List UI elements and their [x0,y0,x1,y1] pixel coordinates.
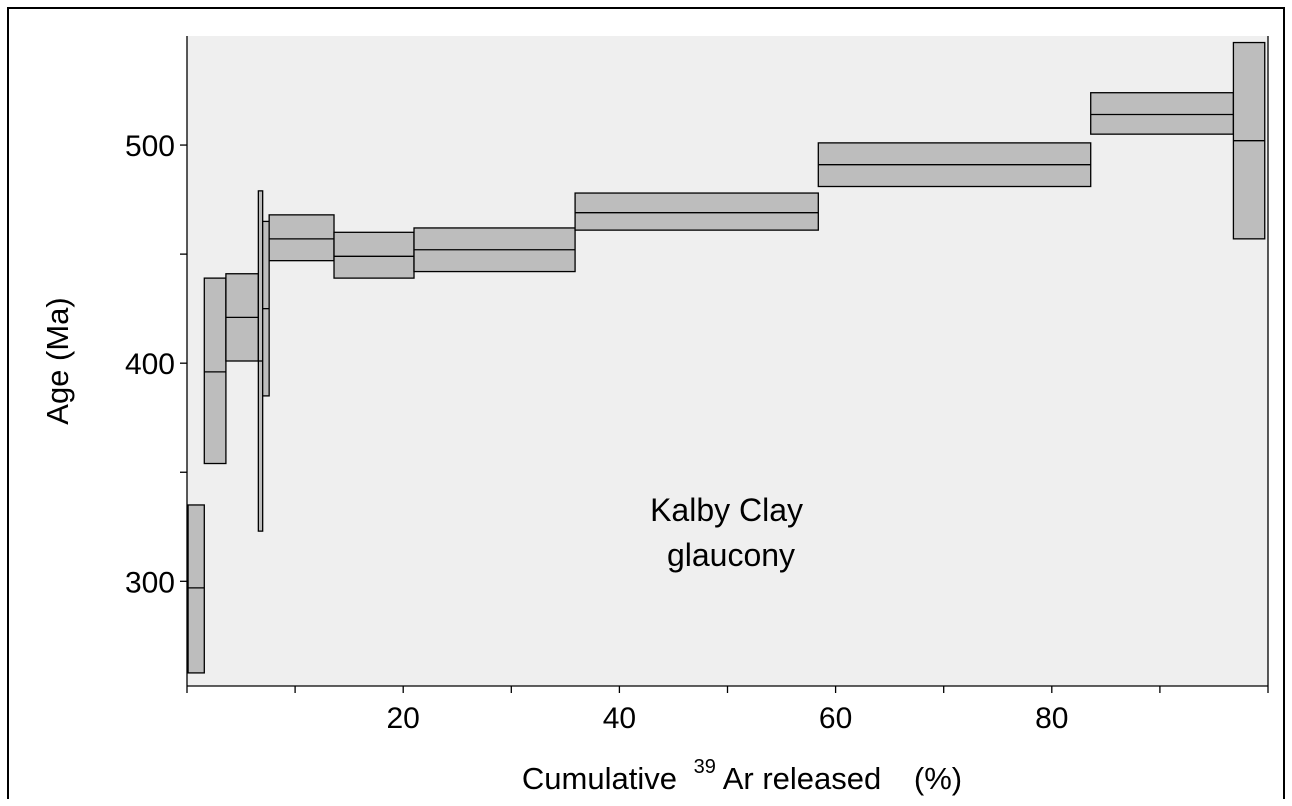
step-box-2 [203,277,227,465]
y-tick-label-300: 300 [125,566,175,599]
step-box-6 [268,214,335,262]
annotation-line-2: glaucony [667,537,795,573]
x-tick-label-60: 60 [819,702,852,735]
step-box-7 [333,231,415,279]
y-tick-label-400: 400 [125,348,175,381]
y-tick-label-500: 500 [125,130,175,163]
y-axis-title: Age (Ma) [40,297,75,424]
sample-annotation: Kalby Clay glaucony [650,492,812,573]
x-tick-label-20: 20 [387,702,420,735]
step-box-1 [187,504,205,674]
axes [180,36,1269,693]
x-axis-title-prefix: Cumulative [522,761,677,796]
step-boxes [187,41,1266,674]
x-tick-label-80: 80 [1035,702,1068,735]
x-axis-title: Cumulative 39 Ar released (%) [522,745,962,796]
x-axis-title-unit: (%) [914,761,962,796]
x-tick-label-40: 40 [603,702,636,735]
figure-frame [7,7,1285,799]
tick-labels: 20 40 60 80 300 400 500 [125,130,1069,735]
x-axis-title-superscript: 39 [694,756,716,778]
x-axis-title-suffix: Ar released [723,761,882,796]
step-box-11 [1090,92,1235,135]
step-box-9 [574,192,819,231]
annotation-line-1: Kalby Clay [650,492,803,528]
